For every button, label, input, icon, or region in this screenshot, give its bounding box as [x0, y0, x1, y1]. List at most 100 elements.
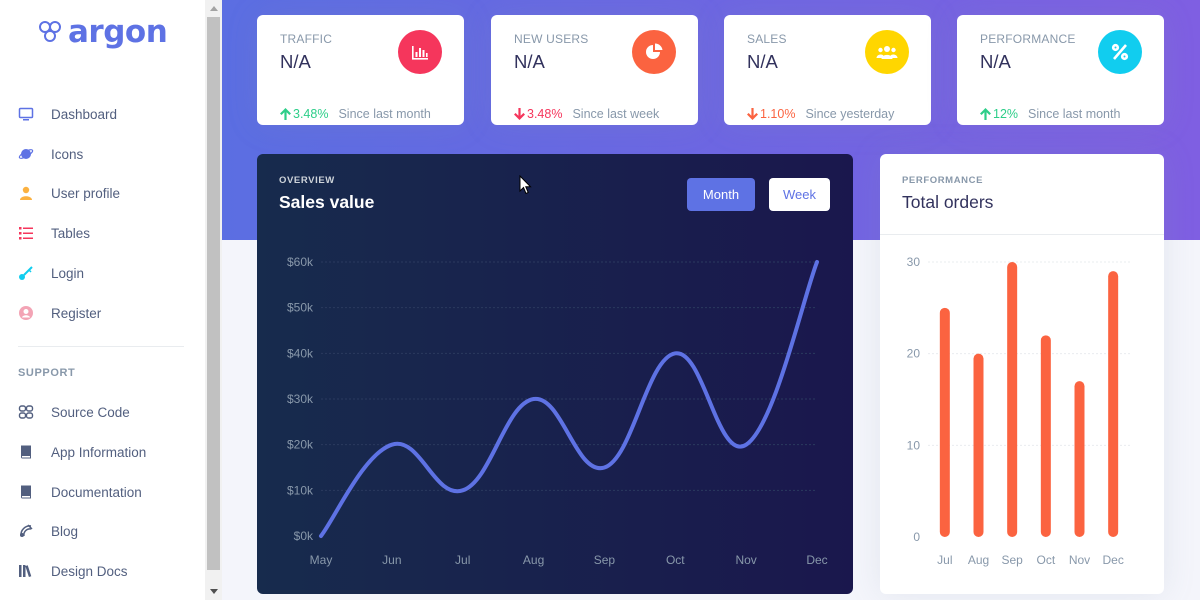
- x-tick-label: Aug: [968, 553, 989, 567]
- stat-since: Since last month: [338, 107, 431, 121]
- scroll-down-arrow-icon[interactable]: [205, 583, 222, 600]
- card-title: Sales value: [279, 192, 375, 212]
- arrow-down-icon: [514, 108, 525, 120]
- y-tick-label: $10k: [287, 483, 314, 497]
- stat-footer: 3.48% Since last week: [514, 107, 659, 121]
- sidebar-item-design-docs[interactable]: Design Docs: [18, 560, 128, 582]
- scrollbar-thumb[interactable]: [207, 17, 220, 570]
- sidebar-item-source-code[interactable]: Source Code: [18, 401, 130, 423]
- sidebar-item-icons[interactable]: Icons: [18, 143, 83, 165]
- order-bar: [1040, 335, 1051, 537]
- stat-title: NEW USERS: [514, 32, 589, 46]
- stat-value: N/A: [980, 51, 1011, 72]
- x-tick-label: Jul: [455, 553, 470, 567]
- x-tick-label: Nov: [735, 553, 756, 567]
- x-tick-label: Sep: [1001, 553, 1023, 567]
- sidebar-item-label: User profile: [51, 185, 121, 201]
- y-tick-label: 10: [907, 438, 921, 452]
- x-tick-label: Aug: [523, 553, 544, 567]
- y-tick-label: 0: [913, 530, 920, 544]
- stat-title: TRAFFIC: [280, 32, 333, 46]
- stat-card-sales: SALES N/A 1.10% Since yesterday: [724, 15, 931, 125]
- brand-name: argon: [68, 14, 168, 50]
- x-tick-label: Dec: [1102, 553, 1123, 567]
- stat-title: PERFORMANCE: [980, 32, 1076, 46]
- sidebar-item-label: Source Code: [51, 404, 130, 420]
- y-tick-label: $40k: [287, 346, 314, 360]
- card-subtitle: OVERVIEW: [279, 175, 335, 186]
- orders-bar-chart: 0 10 20 30 Jul Aug Sep Oct Nov Dec: [907, 255, 1130, 567]
- stat-card-new-users: NEW USERS N/A 3.48% Since last week: [491, 15, 698, 125]
- user-icon: [18, 185, 34, 201]
- sidebar-item-documentation[interactable]: Documentation: [18, 481, 142, 503]
- sidebar-item-register[interactable]: Register: [18, 302, 101, 324]
- sidebar-item-app-information[interactable]: App Information: [18, 441, 146, 463]
- sidebar-item-blog[interactable]: Blog: [18, 520, 78, 542]
- x-tick-label: May: [310, 553, 333, 567]
- stat-value: N/A: [514, 51, 545, 72]
- sidebar-item-label: Login: [51, 265, 85, 281]
- arrow-down-icon: [747, 108, 758, 120]
- sidebar-item-label: Register: [51, 305, 102, 321]
- hexagon-logo-icon: [39, 21, 61, 42]
- planet-icon: [18, 146, 34, 162]
- x-tick-label: Oct: [666, 553, 685, 567]
- y-tick-label: 20: [907, 347, 921, 361]
- y-tick-label: $60k: [287, 255, 314, 269]
- sidebar-item-dashboard[interactable]: Dashboard: [18, 103, 117, 125]
- stat-change: 3.48%: [280, 107, 328, 121]
- stat-title: SALES: [747, 32, 787, 46]
- sidebar-scrollbar[interactable]: [205, 0, 222, 600]
- sidebar-item-label: Icons: [51, 146, 84, 162]
- stat-footer: 3.48% Since last month: [280, 107, 431, 121]
- x-tick-label: Dec: [806, 553, 827, 567]
- stat-change-value: 12%: [993, 107, 1019, 121]
- x-tick-label: Jun: [382, 553, 401, 567]
- users-icon: [865, 30, 909, 74]
- week-button[interactable]: Week: [769, 178, 830, 211]
- stat-value: N/A: [280, 51, 311, 72]
- x-tick-label: Sep: [594, 553, 616, 567]
- y-tick-label: $20k: [287, 438, 314, 452]
- tv-icon: [18, 106, 34, 122]
- sidebar-item-label: Dashboard: [51, 106, 118, 122]
- mouse-cursor-icon: [519, 175, 532, 195]
- code-icon: [18, 404, 34, 420]
- sales-value-card: OVERVIEW Sales value Month Week $0k $10k $…: [257, 154, 853, 594]
- brand-logo[interactable]: argon: [38, 14, 168, 50]
- sidebar-item-label: Blog: [51, 523, 79, 539]
- key-icon: [18, 265, 34, 281]
- sales-series-line: [319, 260, 819, 538]
- y-tick-label: 30: [907, 255, 921, 269]
- chart-bar-icon: [398, 30, 442, 74]
- y-tick-label: $50k: [287, 301, 314, 315]
- sidebar-item-user-profile[interactable]: User profile: [18, 182, 120, 204]
- x-tick-label: Jul: [937, 553, 952, 567]
- sidebar-item-tables[interactable]: Tables: [18, 222, 90, 244]
- sidebar-item-label: App Information: [51, 444, 147, 460]
- sidebar-item-login[interactable]: Login: [18, 262, 84, 284]
- stat-value: N/A: [747, 51, 778, 72]
- order-bar: [1108, 271, 1119, 537]
- list-icon: [18, 225, 34, 241]
- sidebar-item-label: Design Docs: [51, 563, 128, 579]
- book-icon: [18, 484, 34, 500]
- stat-change-value: 3.48%: [293, 107, 329, 121]
- arrow-up-icon: [980, 108, 991, 120]
- y-tick-label: $0k: [294, 529, 314, 543]
- chart-pie-icon: [632, 30, 676, 74]
- order-bar: [973, 353, 984, 537]
- stat-change: 12%: [980, 107, 1018, 121]
- scroll-up-arrow-icon[interactable]: [205, 0, 222, 17]
- stat-card-performance: PERFORMANCE N/A 12% Since last month: [957, 15, 1164, 125]
- order-bar: [1074, 381, 1085, 537]
- stat-card-traffic: TRAFFIC N/A 3.48% Since last month: [257, 15, 464, 125]
- sidebar: argon Dashboard Icons User profile Table…: [0, 0, 205, 600]
- stat-footer: 12% Since last month: [980, 107, 1120, 121]
- x-tick-label: Nov: [1069, 553, 1090, 567]
- total-orders-card: PERFORMANCE Total orders 0 10 20 30 Jul Aug Se…: [880, 154, 1164, 594]
- y-tick-label: $30k: [287, 392, 314, 406]
- sidebar-divider: [18, 346, 184, 347]
- month-button[interactable]: Month: [687, 178, 755, 211]
- sales-line-chart: $0k $10k $20k $30k $40k $50k $60k May Jun Jul Aug S…: [287, 255, 828, 567]
